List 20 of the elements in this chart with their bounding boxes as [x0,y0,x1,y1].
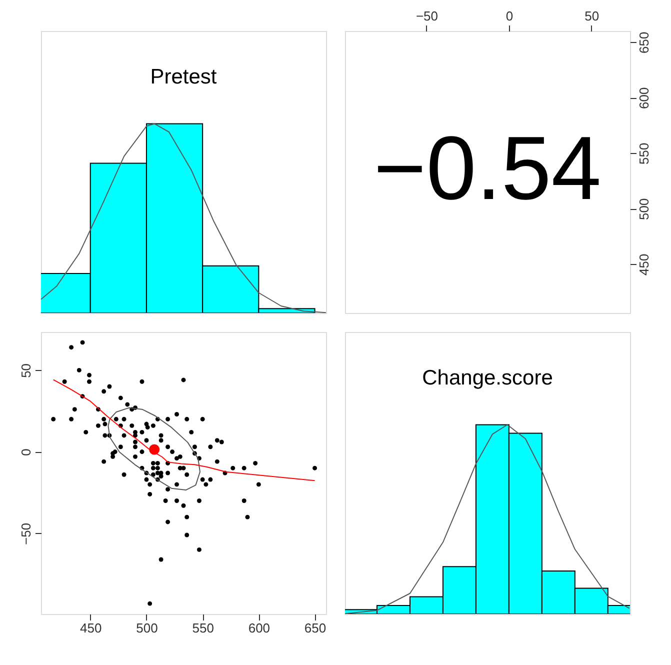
y-tick-label: 450 [636,254,652,276]
line-series [52,379,316,482]
y-tick-label: 50 [18,363,34,378]
y-tick-label: 500 [636,198,652,220]
x-tick-label: 550 [192,620,214,636]
x-tick-label: −50 [416,8,438,24]
x-tick-label: 500 [136,620,158,636]
x-tick-label: 650 [304,620,326,636]
y-tick-label: 600 [636,87,652,109]
y-tick-label: 650 [636,32,652,54]
annotation: −0.54 [374,119,602,219]
x-tick-label: 0 [506,8,514,24]
y-tick-label: 0 [18,448,34,456]
chart-title: Pretest [150,66,217,89]
y-tick-label: 550 [636,142,652,164]
chart-title: Change.score [422,366,553,390]
x-tick-label: 50 [584,8,600,24]
x-tick-label: 450 [80,620,102,636]
y-tick-label: −50 [18,522,34,545]
x-tick-label: 600 [248,620,270,636]
